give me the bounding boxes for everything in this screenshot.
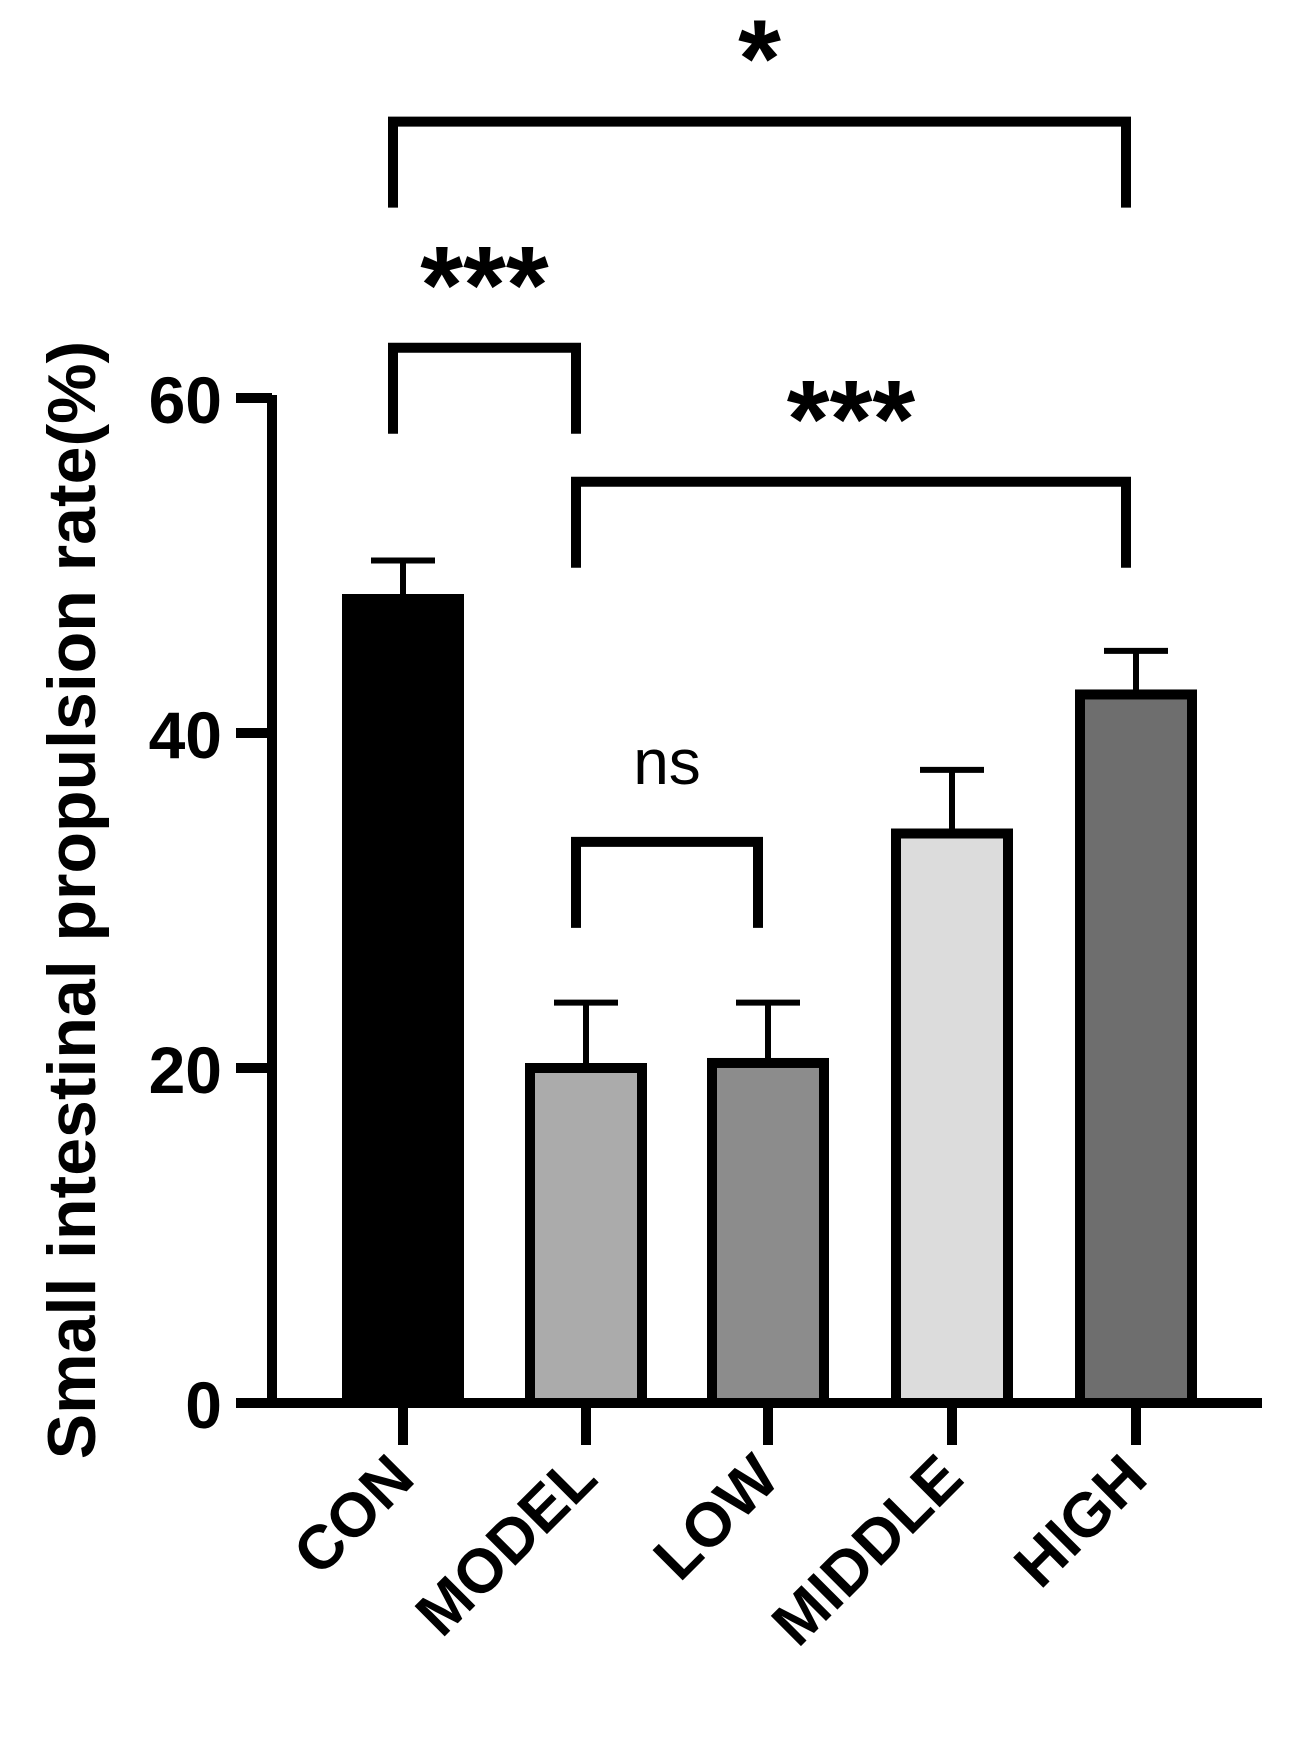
y-tick-label-60: 60: [149, 363, 222, 437]
y-tick-label-40: 40: [149, 698, 222, 772]
x-tick-label-high: HIGH: [1002, 1442, 1160, 1600]
significance-bracket-2: [571, 836, 763, 928]
bar-model: [525, 1063, 647, 1408]
y-tick-label-20: 20: [149, 1033, 222, 1107]
x-tick-label-middle: MIDDLE: [759, 1442, 976, 1659]
significance-label-4: *: [738, 0, 781, 121]
x-tick-label-low: LOW: [641, 1442, 792, 1593]
significance-bracket-1: [388, 342, 581, 434]
significance-label-1: ***: [420, 224, 549, 347]
significance-label-2: ns: [633, 726, 701, 798]
bar-high: [1075, 689, 1197, 1408]
bar-low: [707, 1057, 829, 1408]
bar-middle: [891, 828, 1013, 1408]
y-tick-label-0: 0: [185, 1368, 222, 1442]
significance-label-3: ***: [787, 358, 916, 481]
x-tick-label-model: MODEL: [403, 1442, 610, 1649]
x-tick-label-con: CON: [281, 1442, 427, 1588]
significance-bracket-4: [388, 116, 1131, 208]
significance-bracket-3: [571, 476, 1131, 568]
y-axis-label: Small intestinal propulsion rate(%): [34, 341, 110, 1459]
bar-con: [342, 594, 464, 1408]
